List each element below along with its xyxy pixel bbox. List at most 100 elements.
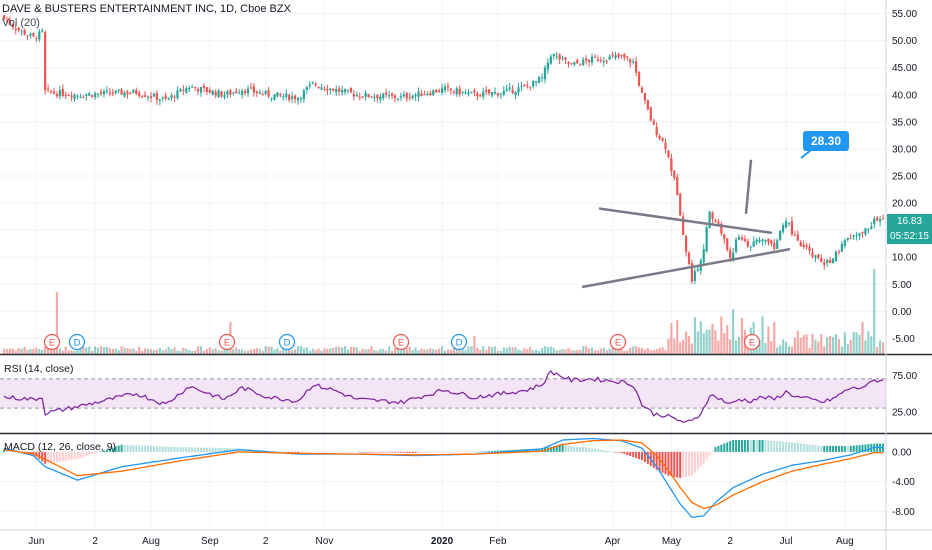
candle-body[interactable]	[152, 94, 156, 97]
candle-body[interactable]	[55, 94, 59, 97]
candle-body[interactable]	[108, 92, 111, 94]
candle-body[interactable]	[870, 226, 873, 230]
candle-body[interactable]	[708, 211, 711, 229]
candle-body[interactable]	[182, 89, 185, 91]
candle-body[interactable]	[255, 91, 258, 94]
candle-body[interactable]	[858, 233, 861, 236]
candle-body[interactable]	[720, 223, 723, 234]
candle-body[interactable]	[826, 259, 829, 264]
candle-body[interactable]	[532, 80, 535, 87]
candle-body[interactable]	[814, 255, 817, 259]
candle-body[interactable]	[732, 252, 735, 259]
candle-body[interactable]	[611, 54, 614, 56]
candle-body[interactable]	[693, 271, 696, 281]
candle-body[interactable]	[361, 96, 364, 98]
candle-body[interactable]	[390, 93, 394, 96]
candle-body[interactable]	[499, 93, 502, 95]
candle-body[interactable]	[790, 221, 794, 235]
candle-body[interactable]	[346, 89, 350, 91]
candle-body[interactable]	[138, 92, 141, 96]
candle-body[interactable]	[132, 89, 135, 93]
candle-body[interactable]	[596, 59, 599, 62]
candle-body[interactable]	[558, 54, 561, 60]
candle-body[interactable]	[338, 88, 341, 92]
candle-body[interactable]	[194, 86, 197, 89]
candle-body[interactable]	[670, 158, 673, 172]
candle-body[interactable]	[602, 60, 605, 63]
candle-body[interactable]	[226, 91, 229, 95]
candle-body[interactable]	[164, 95, 167, 99]
candle-body[interactable]	[208, 89, 211, 93]
candle-body[interactable]	[461, 91, 464, 93]
candle-body[interactable]	[508, 87, 511, 90]
dividend-marker[interactable]	[68, 333, 86, 351]
candle-body[interactable]	[417, 91, 420, 97]
candle-body[interactable]	[252, 86, 255, 93]
candle-body[interactable]	[673, 170, 676, 179]
candle-body[interactable]	[546, 62, 549, 70]
candle-body[interactable]	[58, 90, 61, 97]
candle-body[interactable]	[126, 91, 129, 95]
candle-body[interactable]	[752, 241, 755, 247]
candle-body[interactable]	[279, 93, 282, 96]
candle-body[interactable]	[243, 90, 247, 94]
candle-body[interactable]	[582, 59, 585, 66]
candle-body[interactable]	[232, 92, 235, 94]
candle-body[interactable]	[632, 61, 635, 63]
candle-body[interactable]	[855, 234, 858, 236]
candle-body[interactable]	[446, 85, 450, 88]
triangle-lower-trendline[interactable]	[581, 247, 791, 289]
candle-body[interactable]	[852, 235, 855, 237]
candle-body[interactable]	[426, 93, 429, 95]
candle-body[interactable]	[658, 136, 661, 139]
candle-body[interactable]	[449, 88, 452, 91]
candle-body[interactable]	[470, 91, 473, 93]
candle-body[interactable]	[635, 61, 638, 73]
earnings-marker[interactable]	[743, 333, 761, 351]
candle-body[interactable]	[205, 87, 208, 92]
candle-body[interactable]	[188, 87, 191, 90]
pane-separators[interactable]	[0, 353, 932, 435]
candle-body[interactable]	[99, 91, 103, 94]
candle-body[interactable]	[373, 96, 376, 98]
candle-body[interactable]	[211, 90, 214, 95]
candle-body[interactable]	[167, 98, 170, 100]
price-candles[interactable]	[2, 14, 885, 285]
candle-body[interactable]	[70, 95, 73, 98]
candle-body[interactable]	[626, 56, 629, 58]
candle-body[interactable]	[729, 249, 732, 259]
candle-body[interactable]	[293, 95, 297, 100]
candle-body[interactable]	[438, 90, 441, 92]
dividend-marker[interactable]	[278, 333, 296, 351]
candle-body[interactable]	[796, 234, 799, 241]
candle-body[interactable]	[573, 61, 576, 65]
candle-body[interactable]	[420, 93, 423, 97]
candle-body[interactable]	[664, 142, 667, 149]
candle-body[interactable]	[649, 107, 652, 121]
candle-body[interactable]	[808, 247, 811, 251]
candle-body[interactable]	[229, 90, 232, 95]
candle-body[interactable]	[343, 88, 347, 93]
candle-body[interactable]	[452, 91, 455, 93]
candle-body[interactable]	[608, 56, 611, 60]
candle-body[interactable]	[455, 88, 458, 95]
candle-body[interactable]	[385, 92, 388, 95]
candle-body[interactable]	[740, 237, 744, 240]
candle-body[interactable]	[135, 90, 138, 94]
candle-body[interactable]	[643, 93, 647, 101]
candle-body[interactable]	[726, 238, 729, 250]
candle-body[interactable]	[14, 29, 17, 31]
candle-body[interactable]	[191, 86, 194, 88]
candle-body[interactable]	[755, 239, 758, 243]
candle-body[interactable]	[314, 83, 317, 86]
candle-body[interactable]	[690, 263, 694, 282]
candle-body[interactable]	[376, 94, 379, 99]
candle-body[interactable]	[249, 87, 253, 89]
candle-body[interactable]	[261, 94, 264, 96]
candle-body[interactable]	[105, 90, 108, 92]
candle-body[interactable]	[223, 95, 226, 98]
candle-body[interactable]	[435, 89, 438, 93]
candle-body[interactable]	[761, 239, 764, 242]
candle-body[interactable]	[587, 59, 591, 62]
earnings-marker[interactable]	[392, 333, 410, 351]
